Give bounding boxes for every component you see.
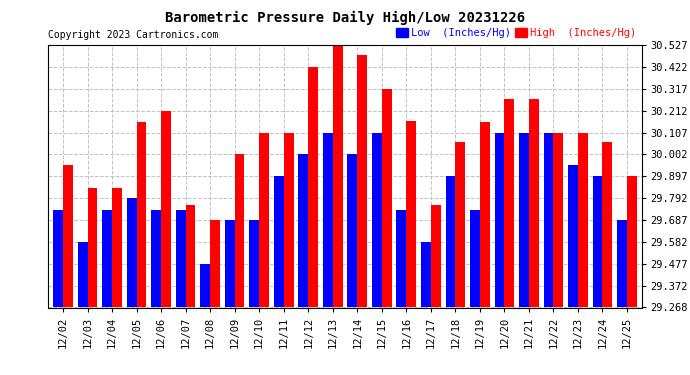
Bar xyxy=(568,165,578,308)
Bar xyxy=(200,264,210,308)
Bar xyxy=(470,210,480,308)
Bar xyxy=(284,133,293,308)
Bar xyxy=(593,176,602,308)
Bar xyxy=(127,198,137,308)
Bar xyxy=(602,142,612,308)
Bar xyxy=(235,154,244,308)
Bar xyxy=(495,133,504,308)
Bar xyxy=(357,56,367,308)
Bar xyxy=(298,154,308,308)
Bar xyxy=(63,165,73,308)
Bar xyxy=(53,210,63,308)
Bar xyxy=(151,210,161,308)
Bar xyxy=(421,242,431,308)
Bar xyxy=(627,176,637,308)
Bar xyxy=(78,242,88,308)
Bar xyxy=(274,176,284,308)
Bar xyxy=(102,210,112,308)
Bar xyxy=(480,122,490,308)
Bar xyxy=(578,133,588,308)
Bar xyxy=(617,220,627,308)
Bar xyxy=(406,121,416,308)
Bar xyxy=(323,133,333,308)
Bar xyxy=(137,122,146,308)
Bar xyxy=(333,45,342,308)
Bar xyxy=(519,133,529,308)
Bar xyxy=(529,99,539,308)
Bar xyxy=(553,133,563,308)
Bar xyxy=(249,220,259,308)
Bar xyxy=(112,188,122,308)
Legend: Low  (Inches/Hg), High  (Inches/Hg): Low (Inches/Hg), High (Inches/Hg) xyxy=(396,28,636,38)
Bar xyxy=(186,204,195,308)
Bar xyxy=(88,188,97,308)
Text: Barometric Pressure Daily High/Low 20231226: Barometric Pressure Daily High/Low 20231… xyxy=(165,11,525,26)
Bar xyxy=(308,67,318,308)
Bar xyxy=(504,99,514,308)
Bar xyxy=(161,111,171,308)
Bar xyxy=(455,142,465,308)
Bar xyxy=(397,210,406,308)
Bar xyxy=(544,133,553,308)
Bar xyxy=(372,133,382,308)
Bar xyxy=(348,154,357,308)
Bar xyxy=(176,210,186,308)
Bar xyxy=(259,133,269,308)
Bar xyxy=(210,220,220,308)
Bar xyxy=(225,220,235,308)
Text: Copyright 2023 Cartronics.com: Copyright 2023 Cartronics.com xyxy=(48,30,219,40)
Bar xyxy=(382,89,392,308)
Bar xyxy=(446,176,455,308)
Bar xyxy=(431,204,441,308)
